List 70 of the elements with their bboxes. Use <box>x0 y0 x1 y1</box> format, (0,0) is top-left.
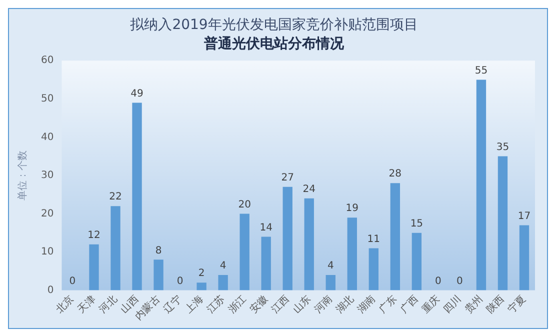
data-label: 49 <box>130 88 144 100</box>
y-axis-title: 单位：个数 <box>16 150 29 200</box>
bar <box>390 183 400 290</box>
bar <box>347 218 357 290</box>
y-tick-label: 50 <box>40 93 54 104</box>
data-label: 17 <box>518 210 531 222</box>
x-tick-label: 陕西 <box>484 293 507 316</box>
data-label: 12 <box>88 230 100 241</box>
data-label: 0 <box>176 276 184 287</box>
bar <box>154 260 164 290</box>
data-label: 4 <box>327 260 334 272</box>
x-tick-label: 广西 <box>398 293 421 316</box>
y-tick-label: 60 <box>40 55 54 66</box>
x-tick-label: 重庆 <box>420 293 442 316</box>
bar <box>326 274 336 290</box>
x-tick-label: 山东 <box>290 293 314 316</box>
data-label: 22 <box>109 192 122 203</box>
x-tick-label: 浙江 <box>226 293 249 316</box>
data-label: 0 <box>435 276 442 287</box>
bar <box>498 156 508 290</box>
bar <box>304 198 314 290</box>
x-tick-label: 安徽 <box>247 293 270 316</box>
chart-title: 拟纳入2019年光伏发电国家竞价补贴范围项目 <box>130 17 418 34</box>
x-tick-label: 上海 <box>182 293 206 316</box>
bar <box>519 225 530 290</box>
x-tick-label: 湖北 <box>333 293 356 316</box>
data-label: 35 <box>496 142 510 153</box>
bar <box>476 80 486 290</box>
x-tick-label: 江苏 <box>204 293 228 316</box>
x-tick-label: 河南 <box>312 293 335 316</box>
bar <box>110 206 120 290</box>
bar <box>368 248 378 290</box>
data-label: 11 <box>367 234 380 245</box>
data-label: 28 <box>388 168 402 180</box>
data-label: 0 <box>69 276 76 287</box>
data-label: 14 <box>260 222 272 234</box>
x-tick-label: 江西 <box>268 293 292 316</box>
bar <box>261 236 271 290</box>
y-tick-label: 0 <box>47 284 54 296</box>
x-tick-label: 宁夏 <box>506 293 528 316</box>
data-label: 27 <box>281 172 294 184</box>
data-label: 15 <box>410 218 424 230</box>
x-tick-label: 北京 <box>54 293 76 316</box>
bar <box>240 214 250 290</box>
x-tick-label: 辽宁 <box>161 293 184 316</box>
data-label: 20 <box>238 199 251 210</box>
x-tick-label: 湖南 <box>354 293 378 316</box>
bar <box>196 282 206 290</box>
data-label: 0 <box>456 276 463 287</box>
bar <box>132 102 142 290</box>
y-tick-label: 40 <box>40 132 54 143</box>
bar <box>282 186 292 290</box>
bar <box>412 232 422 290</box>
data-label: 55 <box>474 65 488 76</box>
bar <box>218 274 228 290</box>
y-tick-label: 10 <box>40 246 54 258</box>
y-tick-label: 20 <box>40 208 54 220</box>
bar <box>89 244 99 290</box>
x-tick-label: 四川 <box>441 293 464 316</box>
x-tick-label: 河北 <box>96 293 120 316</box>
data-label: 24 <box>302 184 316 196</box>
y-tick-label: 30 <box>40 170 54 182</box>
x-tick-label: 天津 <box>75 293 98 316</box>
data-label: 4 <box>220 260 226 272</box>
chart-subtitle: 普通光伏电站分布情况 <box>203 34 345 52</box>
data-label: 19 <box>346 203 359 214</box>
x-tick-label: 贵州 <box>462 293 486 316</box>
x-tick-label: 广东 <box>376 293 400 316</box>
data-label: 8 <box>155 245 162 256</box>
data-label: 2 <box>198 268 205 280</box>
